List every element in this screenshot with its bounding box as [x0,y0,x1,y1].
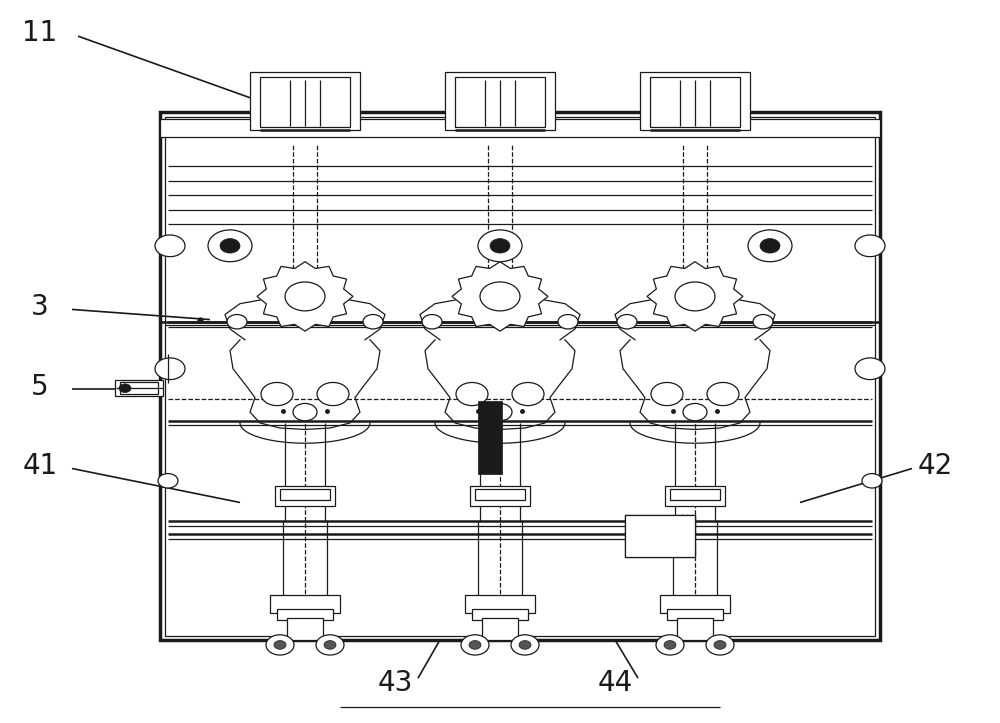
Circle shape [490,239,510,253]
Circle shape [488,403,512,421]
Bar [160,119,880,137]
Bar [120,382,158,394]
Bar [445,72,555,130]
Text: 42: 42 [917,453,953,480]
Circle shape [155,235,185,257]
Circle shape [155,358,185,380]
Text: 11: 11 [22,19,58,46]
Circle shape [119,384,131,393]
Text: 3: 3 [31,294,49,321]
Circle shape [862,474,882,488]
Circle shape [469,641,481,649]
Circle shape [855,358,885,380]
Bar [472,609,528,620]
Bar [625,515,695,557]
Circle shape [274,641,286,649]
Circle shape [363,315,383,329]
Circle shape [855,235,885,257]
Circle shape [651,382,683,406]
Circle shape [511,635,539,655]
Bar [277,609,333,620]
Text: 41: 41 [22,453,58,480]
Bar [478,401,502,474]
Bar [455,77,545,127]
Polygon shape [257,262,353,331]
Circle shape [285,282,325,311]
Circle shape [558,315,578,329]
Bar [640,72,750,130]
Circle shape [478,230,522,262]
Bar [465,595,535,613]
Bar [670,489,720,500]
Circle shape [714,641,726,649]
Circle shape [753,315,773,329]
Circle shape [664,641,676,649]
Bar [165,117,875,636]
Bar [115,380,163,396]
Bar [280,489,330,500]
Bar [250,72,360,130]
Bar [470,486,530,506]
Circle shape [293,403,317,421]
Circle shape [227,315,247,329]
Polygon shape [452,262,548,331]
Bar [287,618,323,640]
Circle shape [316,635,344,655]
Circle shape [748,230,792,262]
Circle shape [707,382,739,406]
Circle shape [683,403,707,421]
Bar [677,618,713,640]
Circle shape [208,230,252,262]
Circle shape [317,382,349,406]
Bar [650,77,740,127]
Circle shape [480,282,520,311]
Text: 43: 43 [377,669,413,697]
Circle shape [706,635,734,655]
Bar [482,618,518,640]
Circle shape [220,239,240,253]
Circle shape [461,635,489,655]
Circle shape [760,239,780,253]
Circle shape [158,474,178,488]
Circle shape [422,315,442,329]
Text: 44: 44 [597,669,633,697]
Circle shape [512,382,544,406]
Bar [160,112,880,640]
Circle shape [456,382,488,406]
Bar [260,77,350,127]
Bar [667,609,723,620]
Circle shape [675,282,715,311]
Bar [475,489,525,500]
Circle shape [261,382,293,406]
Bar [660,595,730,613]
Polygon shape [647,262,743,331]
Bar [625,515,695,557]
Circle shape [656,635,684,655]
Circle shape [266,635,294,655]
Bar [270,595,340,613]
Bar [275,486,335,506]
Text: 5: 5 [31,373,49,401]
Circle shape [519,641,531,649]
Circle shape [617,315,637,329]
Bar [665,486,725,506]
Circle shape [324,641,336,649]
